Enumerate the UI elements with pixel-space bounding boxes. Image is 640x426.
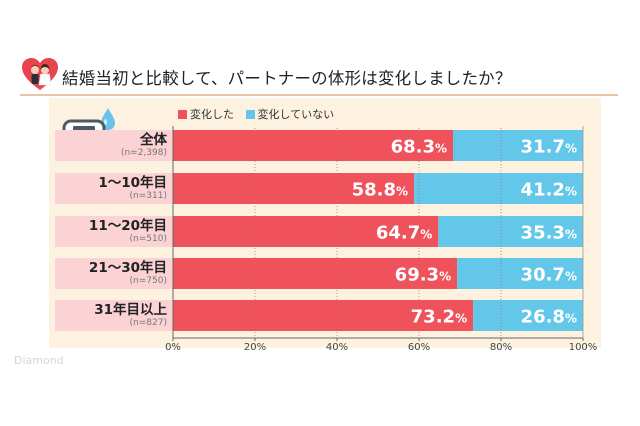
data-label-changed: 64.7% xyxy=(376,223,432,244)
category-label: 1〜10年目 xyxy=(98,175,167,191)
legend-item-changed: 変化した xyxy=(178,106,234,122)
data-label-unchanged: 41.2% xyxy=(521,180,577,201)
bar-segment-changed xyxy=(173,258,458,289)
bar-segment-changed xyxy=(173,216,439,247)
x-tick-label: 0% xyxy=(165,342,181,353)
legend-label-changed: 変化した xyxy=(190,108,234,121)
row-label-years-11-20: 11〜20年目 (n=510) xyxy=(55,216,173,247)
data-label-unchanged: 26.8% xyxy=(521,307,577,328)
sample-size-label: (n=2,398) xyxy=(120,148,167,158)
category-label: 31年目以上 xyxy=(94,302,167,318)
data-label-unchanged: 35.3% xyxy=(521,223,577,244)
sample-size-label: (n=827) xyxy=(129,318,167,328)
row-label-years-21-30: 21〜30年目 (n=750) xyxy=(55,258,173,289)
data-label-changed: 58.8% xyxy=(352,180,408,201)
bar-segment-changed xyxy=(173,173,415,204)
bar-segment-unchanged xyxy=(473,300,583,331)
category-label: 21〜30年目 xyxy=(88,260,167,276)
legend-label-unchanged: 変化していない xyxy=(257,108,335,121)
chart-title: 結婚当初と比較して、パートナーの体形は変化しましたか？ xyxy=(62,69,512,88)
bar-segment-unchanged xyxy=(438,216,583,247)
bar-segment-unchanged xyxy=(414,173,583,204)
sample-size-label: (n=750) xyxy=(129,276,167,286)
row-label-overall: 全体 (n=2,398) xyxy=(55,130,173,161)
row-label-years-31-plus: 31年目以上 (n=827) xyxy=(55,300,173,331)
chart-header: 結婚当初と比較して、パートナーの体形は変化しましたか？ xyxy=(22,58,622,94)
data-label-unchanged: 31.7% xyxy=(521,137,577,158)
legend-swatch-unchanged xyxy=(245,109,255,119)
sample-size-label: (n=311) xyxy=(129,191,167,201)
sample-size-label: (n=510) xyxy=(129,234,167,244)
x-tick-label: 100% xyxy=(568,342,598,353)
x-tick-label: 60% xyxy=(407,342,431,353)
legend-swatch-changed xyxy=(178,109,187,119)
data-label-changed: 68.3% xyxy=(391,137,447,158)
category-label: 全体 xyxy=(140,132,167,148)
legend-item-unchanged: 変化していない xyxy=(245,106,335,122)
bar-segment-changed xyxy=(173,300,474,331)
watermark-text: Diamond xyxy=(14,354,64,367)
title-underline xyxy=(20,94,618,96)
row-label-years-1-10: 1〜10年目 (n=311) xyxy=(55,173,173,204)
bar-segment-changed xyxy=(173,130,454,161)
data-label-changed: 73.2% xyxy=(411,307,467,328)
chart-legend: 変化した 変化していない xyxy=(178,106,342,122)
category-label: 11〜20年目 xyxy=(88,218,167,234)
x-tick-label: 40% xyxy=(325,342,349,353)
bar-segment-unchanged xyxy=(457,258,583,289)
x-tick-label: 20% xyxy=(243,342,267,353)
couple-heart-icon xyxy=(22,58,58,90)
data-label-changed: 69.3% xyxy=(395,265,451,286)
data-label-unchanged: 30.7% xyxy=(521,265,577,286)
bar-segment-unchanged xyxy=(453,130,583,161)
x-tick-label: 80% xyxy=(489,342,513,353)
